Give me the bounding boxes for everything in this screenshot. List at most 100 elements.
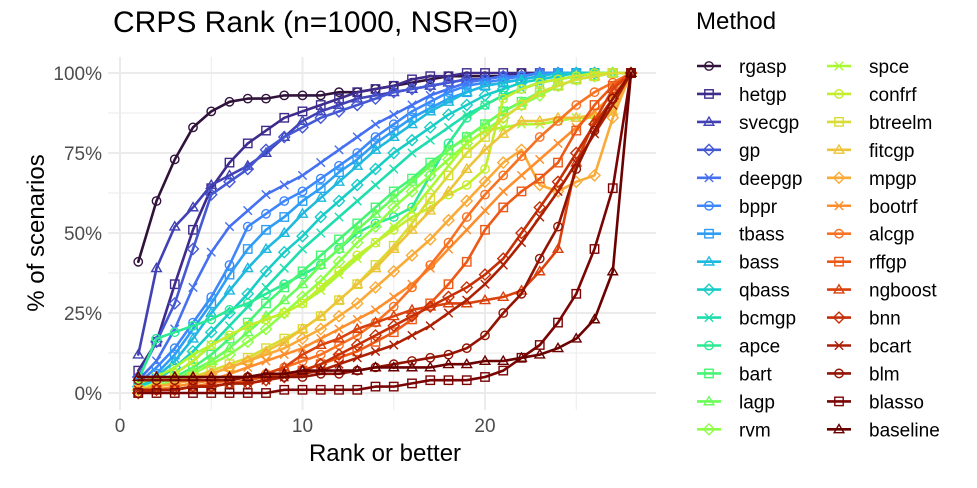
square-marker-icon (261, 224, 271, 235)
diamond-marker-icon (350, 98, 364, 112)
square-marker-icon (461, 256, 472, 267)
circle-marker-icon (704, 200, 714, 211)
x-marker-icon (480, 205, 490, 216)
circle-marker-icon (461, 343, 472, 354)
square-marker-icon (352, 218, 363, 229)
triangle-marker-icon (296, 114, 309, 126)
legend-item-blasso: blasso (827, 392, 924, 413)
circle-marker-icon (480, 189, 490, 200)
circle-marker-icon (188, 122, 198, 133)
triangle-marker-icon (460, 357, 473, 369)
x-axis-label: Rank or better (308, 440, 462, 467)
diamond-marker-icon (387, 319, 401, 333)
diamond-marker-icon (606, 111, 620, 125)
triangle-marker-icon (478, 117, 492, 129)
diamond-marker-icon (405, 82, 419, 96)
x-marker-icon (516, 237, 527, 248)
diamond-marker-icon (832, 311, 846, 324)
triangle-marker-icon (186, 370, 200, 382)
circle-marker-icon (261, 93, 271, 104)
diamond-marker-icon (405, 309, 419, 323)
circle-marker-icon (498, 308, 509, 318)
x-marker-icon (834, 340, 844, 351)
square-marker-icon (151, 388, 162, 398)
circle-marker-icon (498, 170, 509, 181)
triangle-marker-icon (332, 293, 346, 305)
x-marker-icon (243, 362, 253, 373)
square-marker-icon (516, 186, 527, 197)
square-marker-icon (224, 388, 235, 398)
triangle-marker-icon (223, 341, 236, 353)
square-marker-icon (461, 68, 472, 78)
x-marker-icon (279, 263, 289, 273)
legend-label: bass (739, 253, 779, 274)
square-marker-icon (553, 80, 563, 91)
y-tick-label: 0% (75, 384, 103, 405)
legend-label: mpgp (869, 169, 917, 190)
square-marker-icon (407, 218, 417, 229)
x-marker-icon (334, 269, 344, 280)
circle-marker-icon (261, 314, 271, 325)
x-marker-icon (334, 145, 344, 155)
triangle-marker-icon (369, 316, 382, 327)
triangle-marker-icon (132, 370, 145, 382)
diamond-marker-icon (369, 162, 382, 176)
triangle-marker-icon (314, 258, 327, 270)
y-axis-ticks: 0% 25% 50% 75% 100% (53, 64, 102, 405)
legend-label: btreelm (869, 113, 932, 134)
x-marker-icon (498, 186, 508, 197)
triangle-marker-icon (497, 354, 510, 366)
legend-item-bnn: bnn (827, 309, 901, 330)
diamond-marker-icon (296, 120, 309, 134)
triangle-marker-icon (296, 207, 309, 218)
circle-marker-icon (589, 125, 600, 136)
circle-marker-icon (461, 212, 472, 222)
legend-label: fitcgp (869, 141, 914, 162)
legend-item-bcmgp: bcmgp (697, 309, 796, 330)
square-marker-icon (480, 68, 490, 78)
diamond-marker-icon (423, 300, 437, 314)
triangle-marker-icon (314, 309, 327, 321)
circle-marker-icon (151, 196, 162, 206)
triangle-marker-icon (570, 332, 583, 343)
square-marker-icon (607, 183, 618, 194)
square-marker-icon (571, 288, 582, 299)
circle-marker-icon (461, 80, 472, 91)
x-marker-icon (389, 340, 399, 350)
x-marker-icon (370, 180, 381, 190)
circle-marker-icon (169, 154, 180, 165)
triangle-marker-icon (296, 348, 309, 359)
circle-marker-icon (242, 320, 253, 331)
square-marker-icon (388, 80, 399, 91)
circle-marker-icon (352, 148, 363, 158)
square-marker-icon (498, 365, 509, 376)
triangle-marker-icon (832, 143, 846, 154)
x-marker-icon (352, 132, 362, 142)
circle-marker-icon (425, 260, 436, 270)
circle-marker-icon (334, 266, 344, 277)
legend-item-apce: apce (697, 337, 780, 358)
x-marker-icon (206, 247, 216, 257)
diamond-marker-icon (551, 175, 565, 189)
legend-item-lagp: lagp (697, 392, 775, 413)
x-marker-icon (261, 189, 271, 200)
square-marker-icon (261, 125, 271, 136)
diamond-marker-icon (241, 162, 255, 176)
x-axis-ticks: 0 10 20 (115, 416, 496, 437)
triangle-marker-icon (460, 162, 473, 174)
legend-item-blm: blm (827, 364, 900, 385)
square-marker-icon (498, 112, 509, 123)
square-marker-icon (297, 196, 308, 206)
circle-marker-icon (461, 112, 472, 123)
diamond-marker-icon (832, 171, 846, 185)
diamond-marker-icon (150, 383, 163, 397)
circle-marker-icon (224, 330, 235, 341)
circle-marker-icon (480, 164, 490, 174)
legend-label: blm (869, 364, 900, 385)
x-marker-icon (553, 186, 563, 197)
circle-marker-icon (133, 256, 144, 267)
circle-marker-icon (425, 170, 436, 181)
triangle-marker-icon (332, 332, 346, 343)
square-marker-icon (352, 154, 363, 165)
diamond-marker-icon (423, 232, 437, 246)
